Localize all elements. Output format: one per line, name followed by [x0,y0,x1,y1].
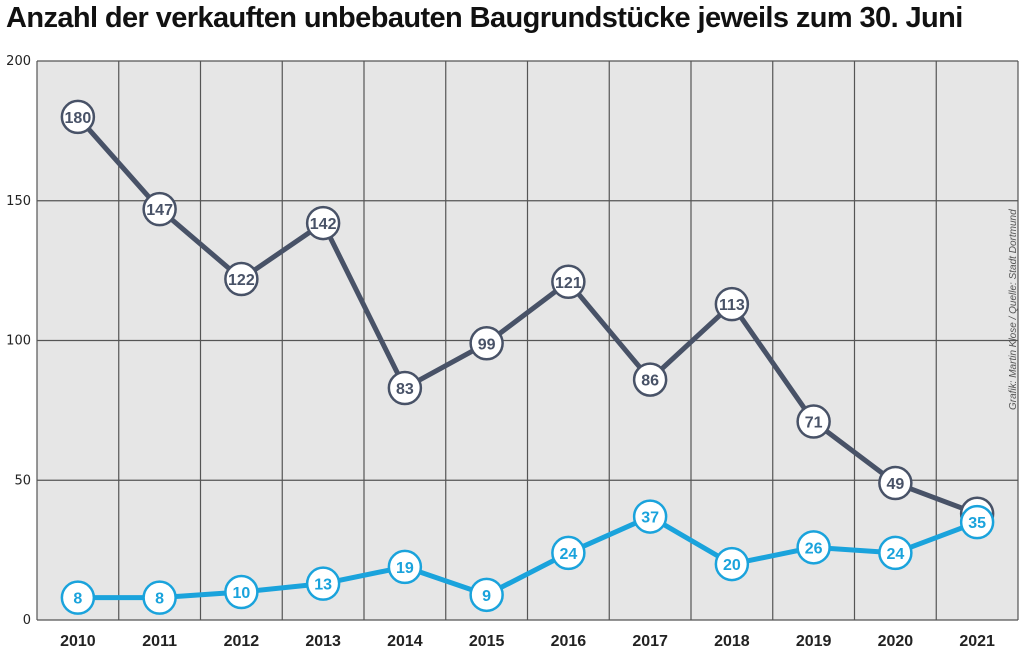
data-label-dark: 122 [228,272,255,289]
data-label-light: 13 [314,577,332,594]
data-point-light [224,574,259,610]
x-tick-label: 2011 [142,633,177,650]
data-point-dark [878,465,913,501]
data-point-dark [714,286,750,322]
data-label-light: 24 [559,546,577,563]
data-label-dark: 83 [396,381,414,398]
grid [36,60,1019,621]
data-label-light: 8 [155,591,164,608]
series-light: 8 8 10 13 19 9 24 37 20 26 24 35 [60,499,995,615]
data-label-dark: 49 [886,476,904,493]
data-point-light [469,577,504,613]
y-tick-label: 200 [6,54,31,69]
chart-title: Anzahl der verkauften unbebauten Baugrun… [6,2,963,34]
x-tick-label: 2015 [469,633,505,650]
data-label-dark: 86 [641,373,659,390]
x-tick-label: 2018 [714,633,750,650]
y-tick-label: 0 [23,613,31,628]
data-point-dark [796,404,831,439]
series-layer: 1801471221428399121861137149388810131992… [60,99,995,615]
x-tick-label: 2019 [796,633,832,650]
x-tick-label: 2014 [387,633,423,650]
data-point-light [387,549,423,585]
data-point-light [714,546,750,582]
data-label-light: 8 [73,591,82,608]
data-point-dark [60,99,96,135]
x-tick-label: 2012 [224,633,260,650]
y-tick-label: 100 [6,334,31,349]
data-label-dark: 142 [310,216,337,233]
data-label-dark: 71 [805,415,823,432]
data-label-dark: 147 [146,202,173,219]
data-label-light: 19 [396,560,414,577]
data-point-dark [224,261,259,297]
data-point-light [142,580,177,615]
x-tick-label: 2020 [878,633,914,650]
data-label-light: 20 [723,557,741,574]
data-label-light: 9 [482,588,491,605]
data-point-dark [632,362,668,397]
data-label-light: 10 [232,585,250,602]
x-tick-label: 2016 [551,633,587,650]
data-label-light: 37 [641,510,659,527]
data-point-light [632,499,668,534]
data-label-dark: 99 [478,336,496,353]
data-point-dark [387,370,423,406]
data-point-dark [551,264,586,300]
data-point-light [305,566,341,601]
data-label-dark: 121 [555,275,582,292]
x-tick-label: 2010 [60,633,96,650]
data-point-dark [469,326,504,361]
data-point-dark [305,205,341,241]
data-point-light [796,530,831,565]
data-label-light: 26 [805,540,823,557]
x-tick-label: 2017 [632,633,668,650]
x-tick-label: 2021 [959,633,995,650]
data-label-dark: 113 [719,297,745,314]
y-tick-label: 50 [14,473,31,488]
y-tick-label: 150 [6,194,31,209]
data-label-light: 35 [968,515,986,532]
data-point-light [878,535,913,571]
data-point-dark [142,191,177,227]
data-label-dark: 180 [65,110,92,127]
data-label-light: 24 [886,546,904,563]
data-point-light [551,535,586,571]
source-credit: Grafik: Martin Klose / Quelle: Stadt Dor… [1008,209,1019,410]
data-point-light [60,580,96,615]
x-tick-label: 2013 [305,633,341,650]
data-point-light [959,504,995,540]
